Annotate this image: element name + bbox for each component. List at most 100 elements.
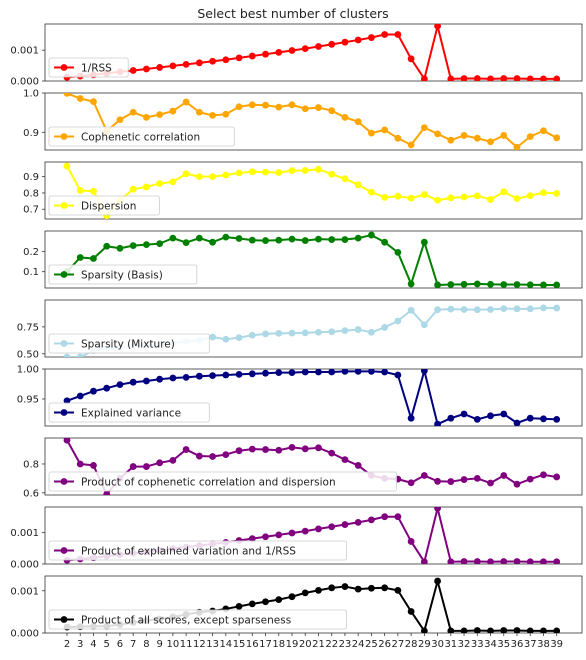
data-point <box>540 75 547 81</box>
data-point <box>341 175 349 183</box>
x-tick-label: 24 <box>352 639 365 650</box>
x-tick-label: 31 <box>444 639 457 650</box>
data-point <box>262 101 269 109</box>
data-point <box>341 113 349 121</box>
data-point <box>434 306 441 314</box>
data-point <box>473 627 481 633</box>
data-point <box>460 476 468 483</box>
axes-frame <box>44 230 583 289</box>
data-point <box>394 248 402 256</box>
data-point <box>354 181 362 189</box>
data-point <box>500 472 508 479</box>
legend-box <box>48 264 198 285</box>
data-point <box>540 558 547 564</box>
data-point <box>315 235 322 243</box>
data-point <box>513 419 521 426</box>
data-point <box>513 627 521 633</box>
axes-frame <box>44 506 583 565</box>
legend: Product of explained variation and 1/RSS <box>48 540 348 561</box>
y-tick-label: 1.0 <box>23 89 39 100</box>
data-point <box>381 369 389 376</box>
data-point <box>248 52 256 60</box>
data-point <box>420 627 428 633</box>
data-point <box>209 333 216 341</box>
data-point <box>420 369 428 375</box>
data-point <box>222 110 230 118</box>
data-point <box>354 518 362 526</box>
data-point <box>129 463 137 470</box>
data-point <box>513 558 521 564</box>
data-point <box>182 446 190 453</box>
data-point <box>434 577 441 585</box>
legend-label: Sparsity (Basis) <box>81 270 163 282</box>
data-point <box>526 414 534 422</box>
data-point <box>301 527 309 535</box>
axes-frame <box>44 299 583 358</box>
data-point <box>288 369 296 376</box>
data-point <box>513 143 521 150</box>
data-point <box>354 36 362 44</box>
legend: Explained variance <box>48 402 210 423</box>
data-point <box>341 456 349 464</box>
data-point <box>487 280 494 288</box>
data-point <box>209 372 216 379</box>
data-point <box>447 194 455 202</box>
data-point <box>354 585 362 593</box>
x-tick-label: 28 <box>405 639 418 650</box>
data-point <box>195 234 203 242</box>
data-point <box>381 584 389 592</box>
data-point <box>526 558 534 564</box>
data-point <box>301 105 309 113</box>
data-point <box>275 103 283 111</box>
data-point <box>447 305 455 313</box>
data-point <box>103 490 111 495</box>
legend-box <box>48 333 210 354</box>
x-tick-label: 3 <box>77 639 83 650</box>
x-tick-label: 19 <box>286 639 299 650</box>
x-tick-label: 33 <box>471 639 484 650</box>
legend-label: Product of explained variation and 1/RSS <box>81 546 296 558</box>
data-point <box>315 586 322 594</box>
x-tick-label: 13 <box>206 639 219 650</box>
x-tick-label: 27 <box>392 639 405 650</box>
data-point <box>248 370 256 378</box>
data-point <box>63 438 71 444</box>
data-point <box>420 238 428 246</box>
data-point <box>182 374 190 381</box>
data-point <box>500 281 508 288</box>
data-point <box>288 593 296 601</box>
data-point <box>275 596 283 604</box>
data-point <box>500 410 508 418</box>
data-point <box>169 107 177 115</box>
y-tick-label: 0.2 <box>23 247 39 258</box>
data-point <box>473 558 481 564</box>
legend-box <box>48 609 348 630</box>
data-point <box>460 558 468 564</box>
data-point <box>235 169 243 177</box>
data-point <box>447 478 455 485</box>
data-point <box>407 414 415 422</box>
data-point <box>368 516 375 524</box>
y-tick-label: 1.00 <box>17 365 39 376</box>
data-point <box>301 329 309 337</box>
subplot-1: 0.000 0.001 1/RSS <box>10 23 583 88</box>
data-point <box>526 305 534 313</box>
x-tick-label: 16 <box>246 639 259 650</box>
legend: 1/RSS <box>48 57 129 78</box>
legend-box <box>48 195 160 216</box>
data-point <box>553 281 561 288</box>
data-point <box>500 75 508 81</box>
y-tick-label: 0.7 <box>23 205 39 216</box>
data-point <box>129 242 137 250</box>
data-point <box>434 477 441 485</box>
data-point <box>209 453 216 460</box>
data-point <box>368 129 375 137</box>
axes-frame <box>44 368 583 427</box>
data-point <box>222 451 230 458</box>
data-point <box>90 187 97 195</box>
data-point <box>195 108 203 116</box>
data-point <box>540 127 547 135</box>
data-point <box>368 369 375 375</box>
data-point <box>169 178 177 186</box>
x-tick-label: 36 <box>511 639 524 650</box>
